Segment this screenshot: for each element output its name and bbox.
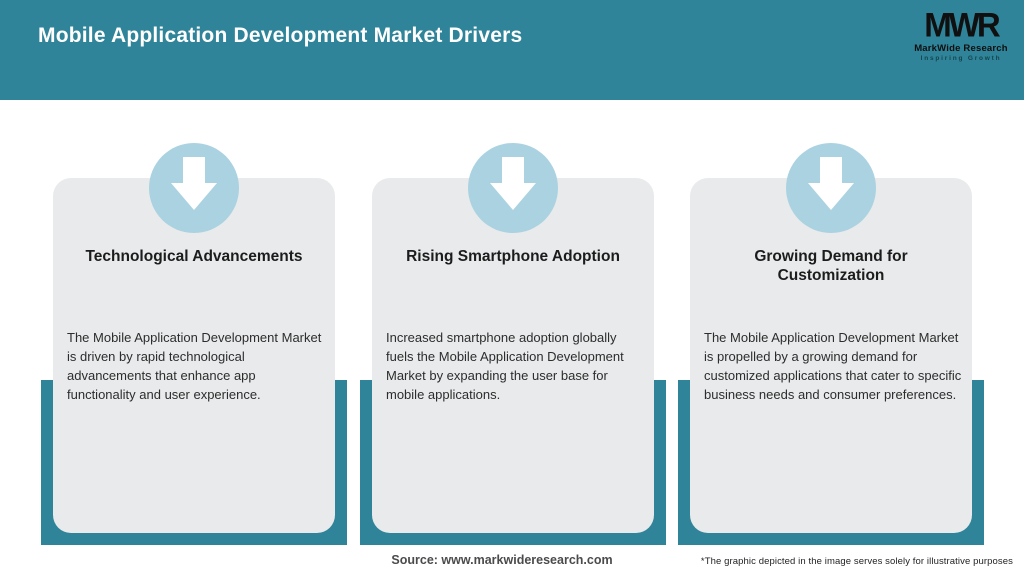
logo-tagline: Inspiring Growth [920,54,1002,62]
down-arrow-icon [468,143,558,233]
driver-column-1: Technological Advancements The Mobile Ap… [41,0,347,576]
markwide-logo: MWR MarkWide Research Inspiring Growth [906,5,1016,62]
card-title: Technological Advancements [85,248,303,265]
card-title: Rising Smartphone Adoption [406,248,620,265]
driver-card: Rising Smartphone Adoption Increased sma… [372,178,654,533]
driver-card: Growing Demand for Customization The Mob… [690,178,972,533]
mwr-logo-icon: MWR [924,5,1000,44]
driver-column-2: Rising Smartphone Adoption Increased sma… [360,0,666,576]
down-arrow-icon [149,143,239,233]
card-description: The Mobile Application Development Marke… [704,330,962,403]
page-title: Mobile Application Development Market Dr… [38,24,523,47]
source-text: Source: www.markwideresearch.com [391,553,613,567]
disclaimer-text: *The graphic depicted in the image serve… [700,556,1013,567]
driver-column-3: Growing Demand for Customization The Mob… [678,0,984,576]
card-title: Growing Demand for Customization [754,248,908,284]
driver-card: Technological Advancements The Mobile Ap… [53,178,335,533]
logo-name: MarkWide Research [914,43,1008,54]
header-bar: Mobile Application Development Market Dr… [0,0,1024,100]
card-description: Increased smartphone adoption globally f… [386,330,624,403]
card-description: The Mobile Application Development Marke… [67,330,322,403]
down-arrow-icon [786,143,876,233]
